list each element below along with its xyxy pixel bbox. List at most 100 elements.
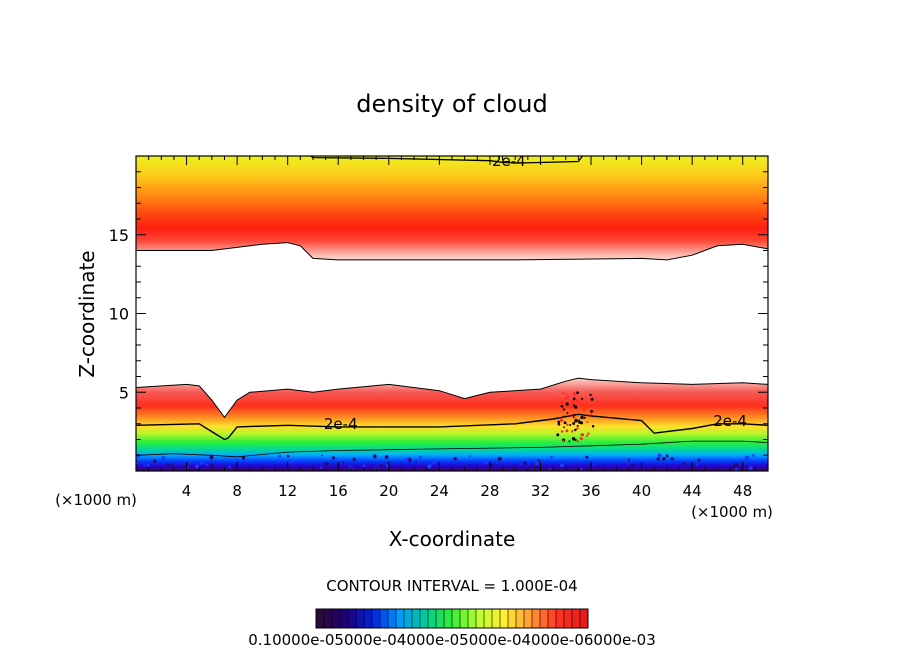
- speckle-dot: [560, 401, 564, 405]
- chart-title: density of cloud: [356, 90, 547, 118]
- speckle-dot: [580, 468, 583, 471]
- speckle-dot: [597, 466, 601, 469]
- colorbar-frame: [315, 608, 589, 629]
- x-tick-label: 48: [733, 482, 752, 500]
- speckle-dot: [574, 428, 577, 432]
- lower-base-contour-line: [136, 440, 768, 458]
- speckle-dot: [583, 416, 586, 419]
- speckle-dot: [379, 464, 383, 468]
- speckle-dot: [563, 426, 565, 429]
- speckle-dot: [565, 429, 569, 433]
- contour-label: 2e-4: [492, 152, 526, 170]
- speckle-dot: [752, 454, 755, 457]
- speckle-dot: [593, 463, 596, 466]
- colorbar-swatch: [556, 609, 565, 628]
- speckle-dot: [324, 461, 329, 466]
- speckle-dot: [627, 458, 631, 461]
- contour-interval-text: CONTOUR INTERVAL = 1.000E-04: [326, 577, 577, 595]
- speckle-dot: [161, 456, 166, 461]
- speckle-dot: [510, 465, 515, 470]
- speckle-dot: [228, 465, 232, 469]
- colorbar-swatch: [540, 609, 549, 628]
- speckle-dot: [576, 424, 579, 428]
- speckle-dot: [468, 454, 471, 458]
- colorbar-labels: 0.10000e-05000e-04000e-05000e-04000e-060…: [248, 631, 656, 649]
- speckle-dot: [241, 456, 246, 460]
- x-tick-label: 28: [480, 482, 499, 500]
- speckle-dot: [195, 464, 200, 469]
- speckle-dot: [557, 468, 561, 471]
- speckle-dot: [589, 413, 592, 415]
- colorbar-swatch: [388, 609, 397, 628]
- speckle-dot: [576, 440, 580, 443]
- speckle-dot: [432, 459, 436, 464]
- colorbar-swatch: [524, 609, 533, 628]
- speckle-dot: [559, 418, 564, 422]
- speckle-dot: [591, 425, 595, 428]
- colorbar-swatch: [516, 609, 525, 628]
- colorbar-swatch: [364, 609, 373, 628]
- colorbar-swatch: [428, 609, 437, 628]
- colorbar-swatch: [380, 609, 389, 628]
- lower-2e-4-contour-line: [136, 413, 768, 441]
- speckle-dot: [560, 430, 564, 433]
- speckle-dot: [733, 463, 738, 468]
- speckle-dot: [563, 421, 567, 425]
- x-tick-label: 24: [430, 482, 449, 500]
- colorbar-swatch: [372, 609, 381, 628]
- speckle-dot: [557, 422, 561, 426]
- speckle-dot: [291, 461, 294, 464]
- colorbar: [315, 608, 589, 629]
- speckle-dot: [697, 458, 701, 462]
- speckle-dot: [206, 463, 209, 466]
- speckle-dot: [209, 455, 214, 460]
- speckle-dot: [566, 412, 569, 415]
- colorbar-swatch: [484, 609, 493, 628]
- speckle-dot: [278, 454, 282, 458]
- speckle-dot: [199, 461, 204, 465]
- speckle-dot: [649, 459, 653, 463]
- speckle-dot: [572, 416, 575, 419]
- x-axis-ticks: 4 8 12 16 20 24 28 32 36 40 44 48: [148, 156, 756, 500]
- speckle-dot: [574, 418, 578, 422]
- speckle-dot: [321, 454, 324, 457]
- colorbar-swatch: [508, 609, 517, 628]
- speckle-dot: [523, 461, 527, 465]
- speckle-dot: [572, 422, 575, 425]
- x-tick-label: 36: [581, 482, 600, 500]
- speckle-dot: [567, 395, 570, 399]
- colorbar-swatch: [348, 609, 357, 628]
- speckle-dot: [497, 456, 502, 461]
- colorbar-swatch: [420, 609, 429, 628]
- speckle-dot: [562, 439, 565, 442]
- x-tick-label: 8: [232, 482, 242, 500]
- speckle-dot: [372, 454, 377, 459]
- speckle-dot: [560, 463, 564, 468]
- speckle-dot: [427, 463, 432, 468]
- x-tick-label: 12: [278, 482, 297, 500]
- speckle-dot: [362, 464, 365, 468]
- speckle-dot: [566, 423, 569, 427]
- speckle-dot: [630, 463, 635, 468]
- colorbar-swatch: [468, 609, 477, 628]
- colorbar-swatch: [324, 609, 333, 628]
- speckle-dot: [574, 405, 578, 409]
- colorbar-swatch: [356, 609, 365, 628]
- speckle-dot: [579, 437, 582, 440]
- colorbar-swatch: [444, 609, 453, 628]
- y-tick-label: 10: [109, 305, 129, 324]
- colorbar-swatch: [452, 609, 461, 628]
- speckle-dot: [696, 463, 699, 466]
- y-tick-label: 5: [119, 383, 129, 402]
- speckle-dot: [414, 460, 418, 463]
- speckle-dot: [571, 430, 574, 433]
- speckle-dot: [562, 391, 565, 395]
- speckle-dot: [566, 393, 568, 396]
- speckle-dot: [418, 455, 422, 459]
- speckle-dot: [484, 460, 489, 465]
- colorbar-swatch: [532, 609, 541, 628]
- upper-boundary-contour-line: [136, 242, 768, 261]
- speckle-dot: [735, 468, 738, 471]
- x-axis-label: X-coordinate: [389, 527, 516, 551]
- speckle-dot: [505, 458, 509, 462]
